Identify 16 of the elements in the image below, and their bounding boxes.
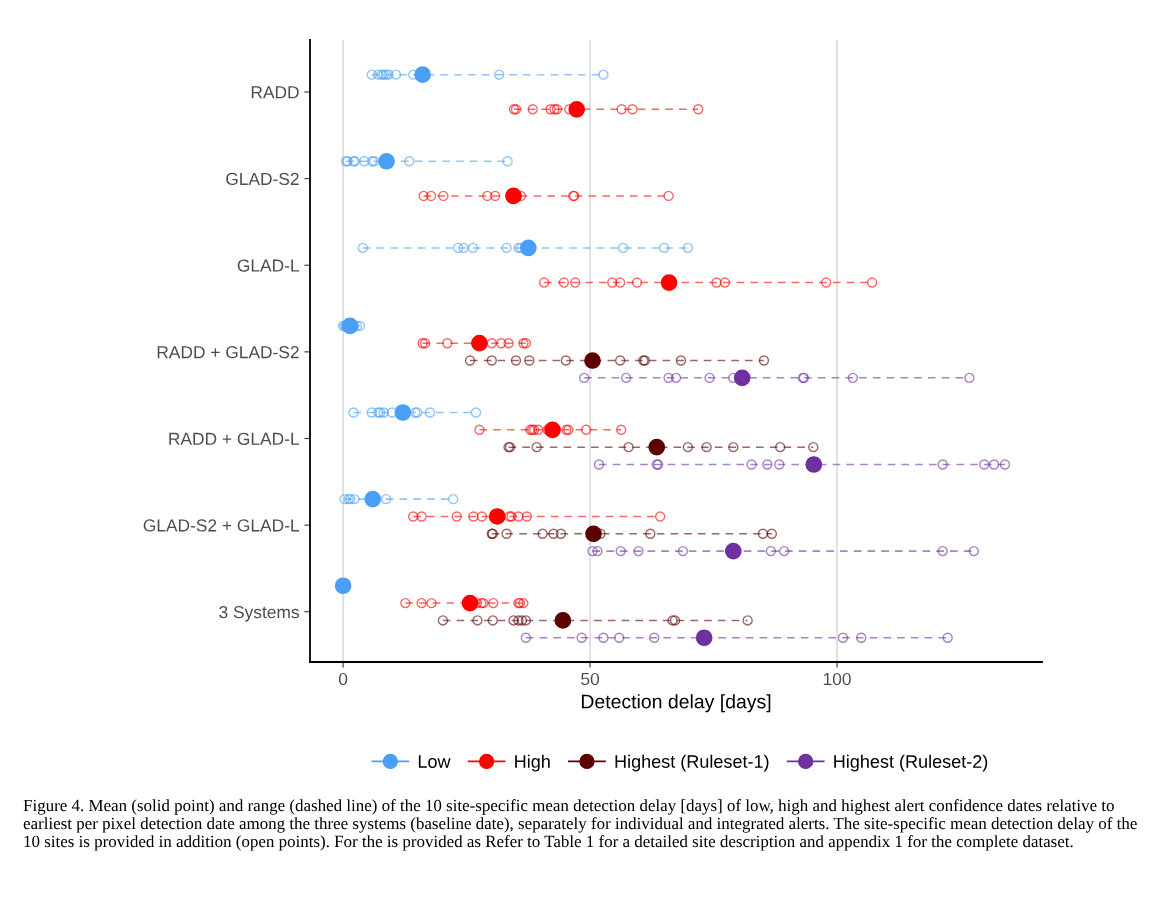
x-tick-label: 50 [581,672,600,686]
y-tick-label: GLAD-S2 [226,172,299,186]
legend-label: High [515,754,550,772]
legend-label: Low [418,755,451,768]
y-tick-label: GLAD-L [237,259,300,272]
x-tick-label: 100 [823,672,851,686]
y-tick-label: RADD + GLAD-L [169,432,300,445]
x-axis-title: Detection delay [days] [581,694,771,713]
y-tick-label: RADD + GLAD-S2 [157,346,299,359]
caption: Figure 4. Mean (solid point) and range (dashed line) of the 10 site-specific mean detection delay [days] of low, high and highest alert confidence dates relative to earliest per pixel detection date among the three systems (baseline date), separately for individual and integrated alerts. The site-specific mean detection delay of the 10 sites is provided in addition (open points). For the is provided as Refer to Table 1 for a detailed site description and appendix 1 for the complete dataset. [23,799,1137,851]
legend-label: Highest (Ruleset-2) [834,754,988,772]
y-tick-label: 3 Systems [219,605,299,622]
legend-label: Highest (Ruleset-1) [615,754,769,772]
x-tick-label: 0 [338,672,348,686]
y-tick-label: GLAD-S2 + GLAD-L [143,519,300,532]
y-tick-label: RADD [251,86,299,99]
